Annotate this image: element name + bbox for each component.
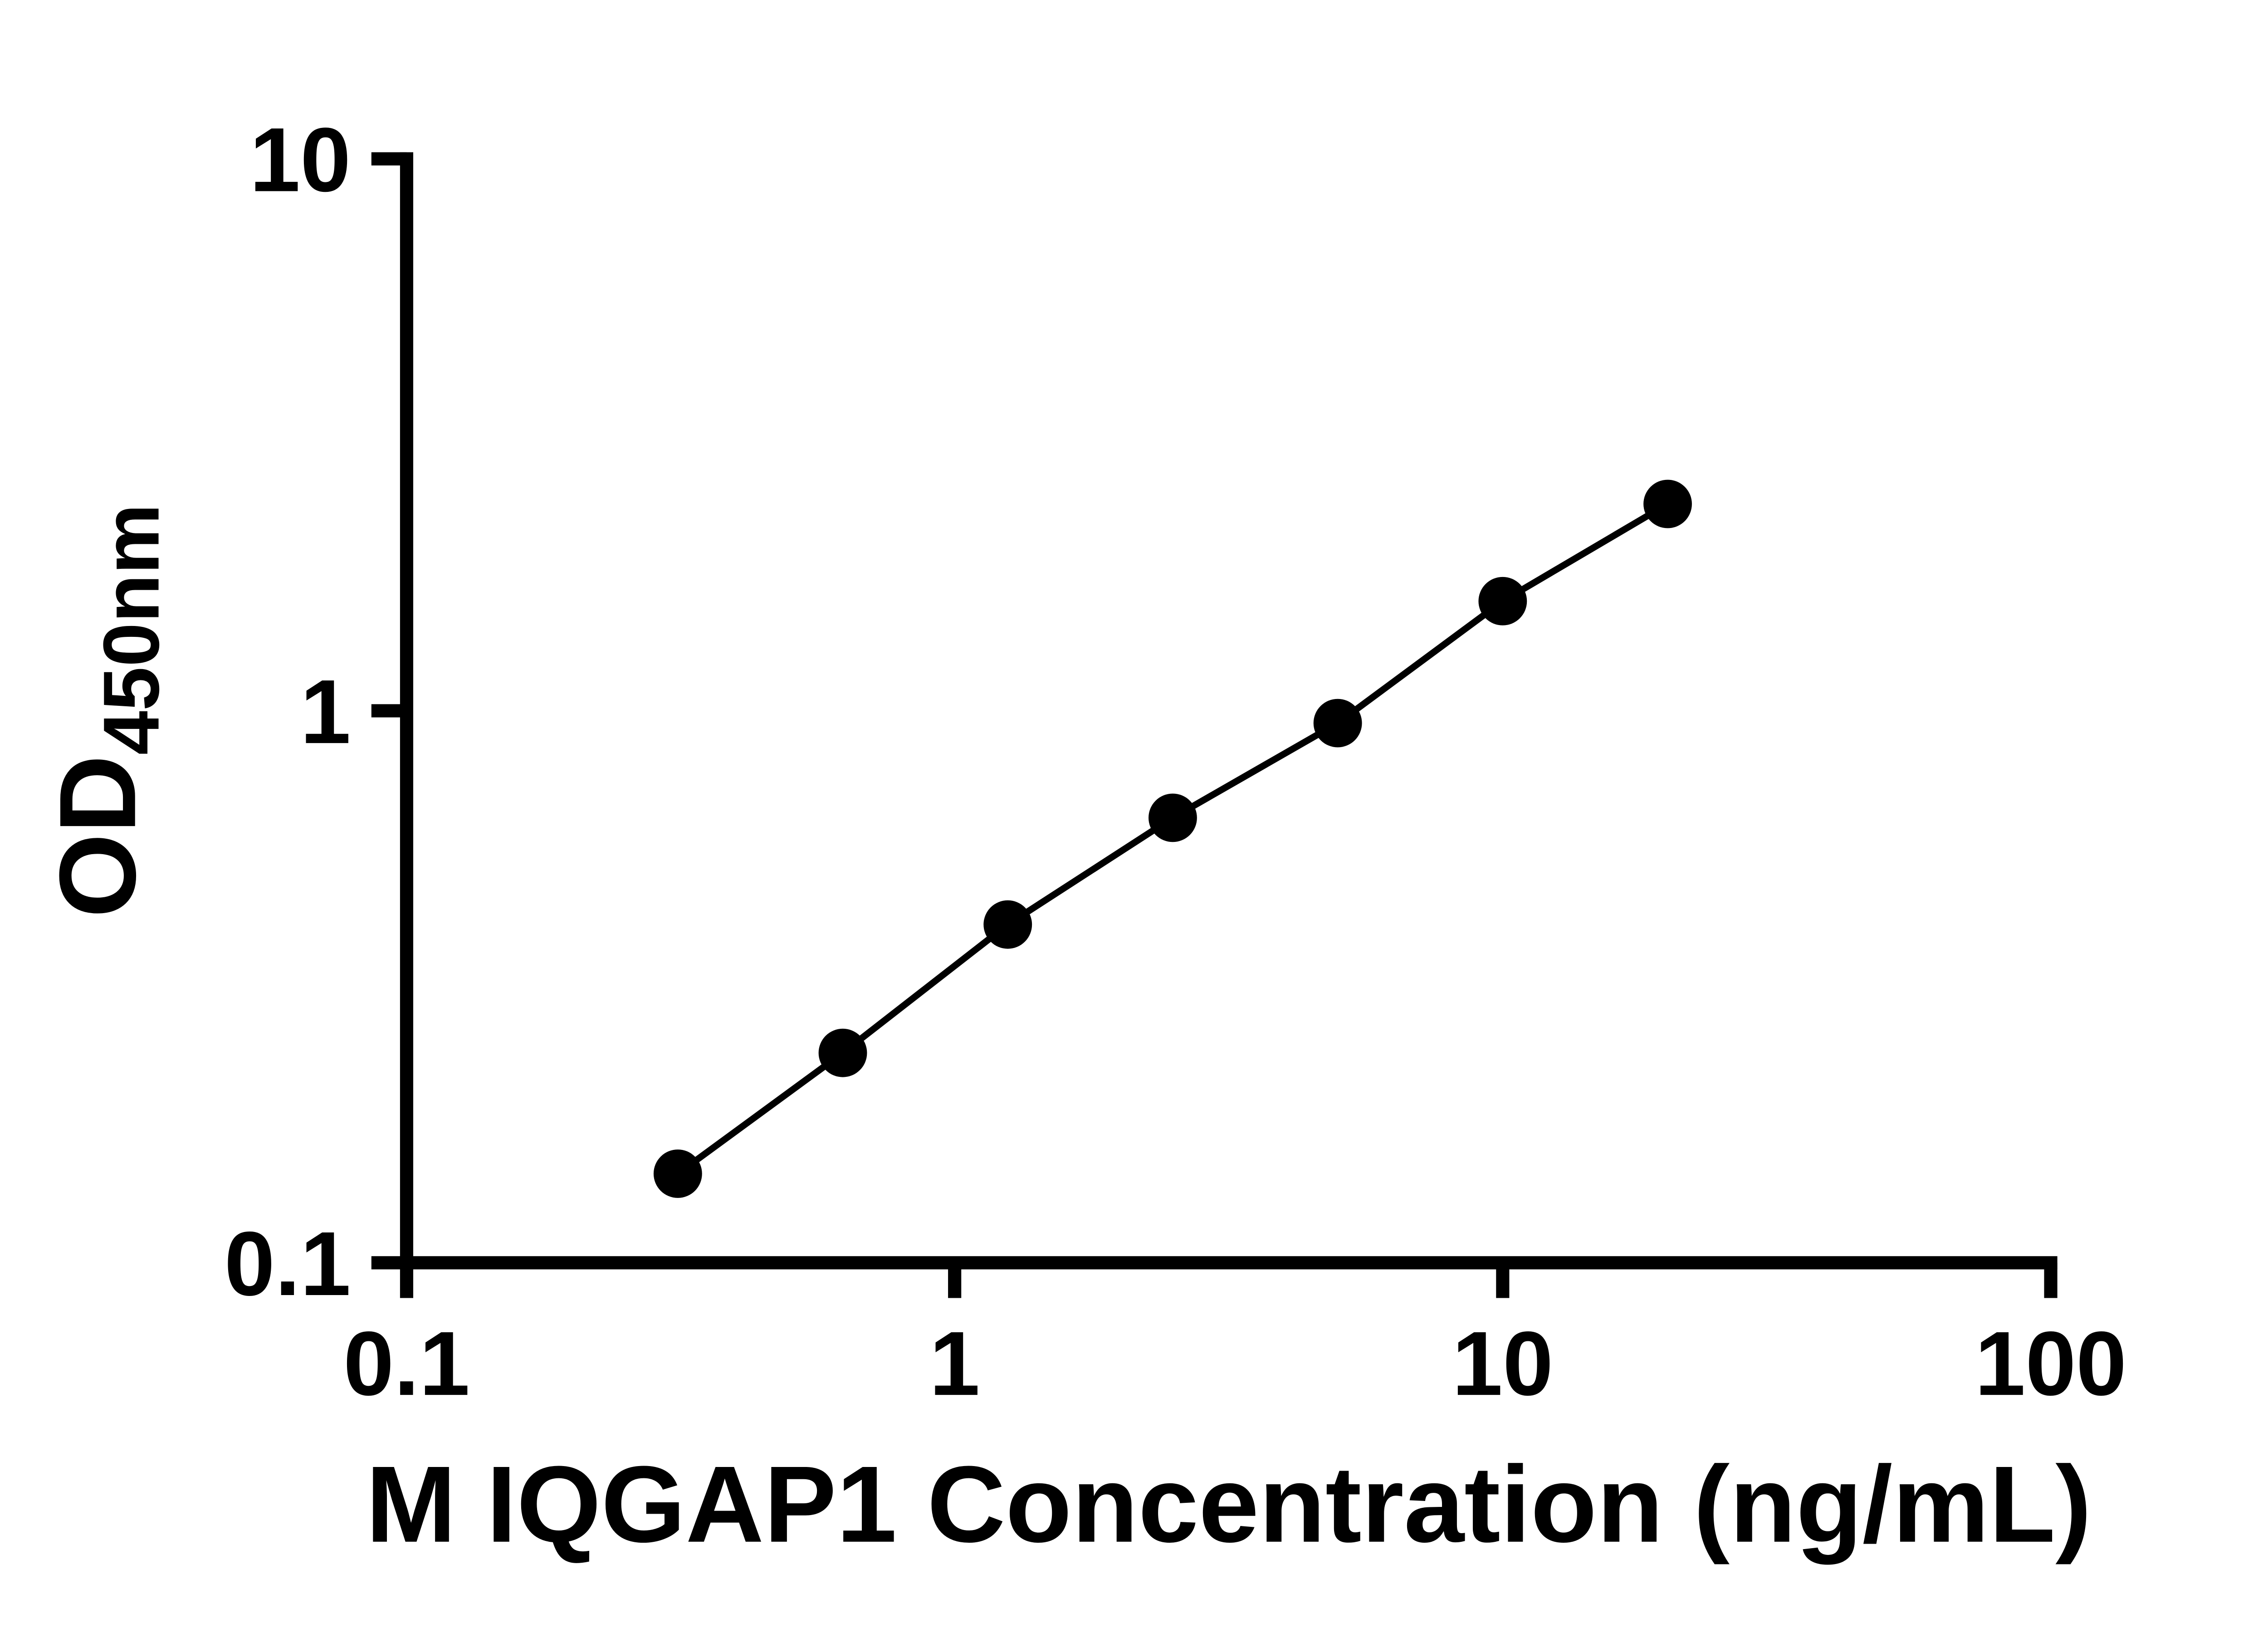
- data-point: [1643, 479, 1692, 528]
- data-point: [818, 1028, 867, 1077]
- y-tick-label: 10: [249, 108, 351, 210]
- y-tick-label: 0.1: [225, 1213, 351, 1315]
- data-point: [983, 900, 1032, 949]
- y-axis-title-subscript: 450nm: [88, 504, 176, 755]
- y-axis-title: OD450nm: [37, 504, 176, 918]
- data-point: [653, 1149, 702, 1198]
- data-point: [1478, 577, 1527, 626]
- x-tick-label: 0.1: [343, 1312, 470, 1414]
- x-tick-label: 1: [929, 1312, 980, 1414]
- x-tick-label: 10: [1452, 1312, 1553, 1414]
- data-point: [1313, 699, 1362, 748]
- x-tick-label: 100: [1975, 1312, 2127, 1414]
- y-axis-title-main: OD: [37, 755, 158, 918]
- plot-layer: 0.1 1 10 100 0.1 1 10: [225, 108, 2127, 1414]
- data-point: [1149, 793, 1197, 842]
- y-tick-label: 1: [300, 660, 351, 763]
- x-axis-title: M IQGAP1 Concentration (ng/mL): [366, 1443, 2092, 1565]
